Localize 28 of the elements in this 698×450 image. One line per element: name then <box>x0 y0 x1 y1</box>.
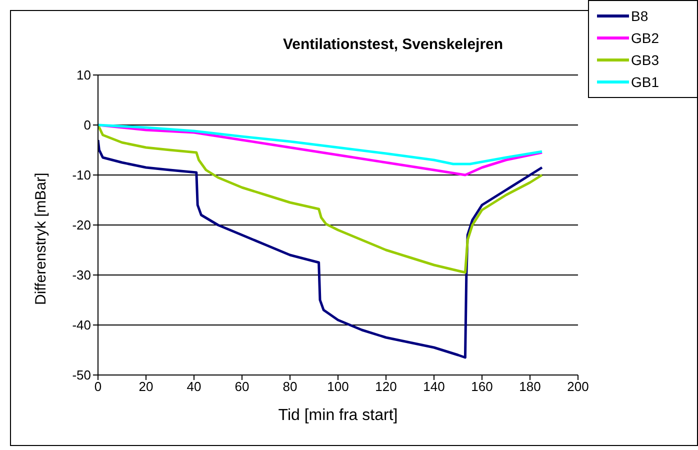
legend-label: GB3 <box>631 52 660 68</box>
y-tick-label: 10 <box>76 68 91 83</box>
x-tick-label: 180 <box>519 379 541 394</box>
y-tick-label: -30 <box>72 268 91 283</box>
legend-label: B8 <box>631 8 648 24</box>
legend-label: GB2 <box>631 30 660 46</box>
y-tick-label: -50 <box>72 368 91 383</box>
line-series <box>98 124 544 274</box>
x-tick-label: 80 <box>282 379 298 394</box>
x-axis-title: Tid [min fra start] <box>278 407 398 424</box>
x-tick-label: 120 <box>375 379 397 394</box>
y-tick-label: 0 <box>84 118 91 133</box>
x-tick-label: 40 <box>186 379 202 394</box>
x-tick-label: 60 <box>234 379 250 394</box>
legend-label: GB1 <box>631 74 660 90</box>
x-tick-label: 140 <box>423 379 445 394</box>
y-tick-label: -10 <box>72 168 91 183</box>
x-tick-label: 0 <box>94 379 102 394</box>
x-tick-label: 20 <box>138 379 154 394</box>
line-series <box>98 124 544 166</box>
y-tick-label: -20 <box>72 218 91 233</box>
line-series <box>98 138 544 359</box>
y-tick-label: -40 <box>72 318 91 333</box>
x-tick-label: 160 <box>471 379 493 394</box>
y-axis-title: Differenstryk [mBar] <box>32 172 50 305</box>
x-tick-label: 100 <box>327 379 349 394</box>
chart-title: Ventilationstest, Svenskelejren <box>282 36 504 53</box>
x-tick-label: 200 <box>567 379 589 394</box>
